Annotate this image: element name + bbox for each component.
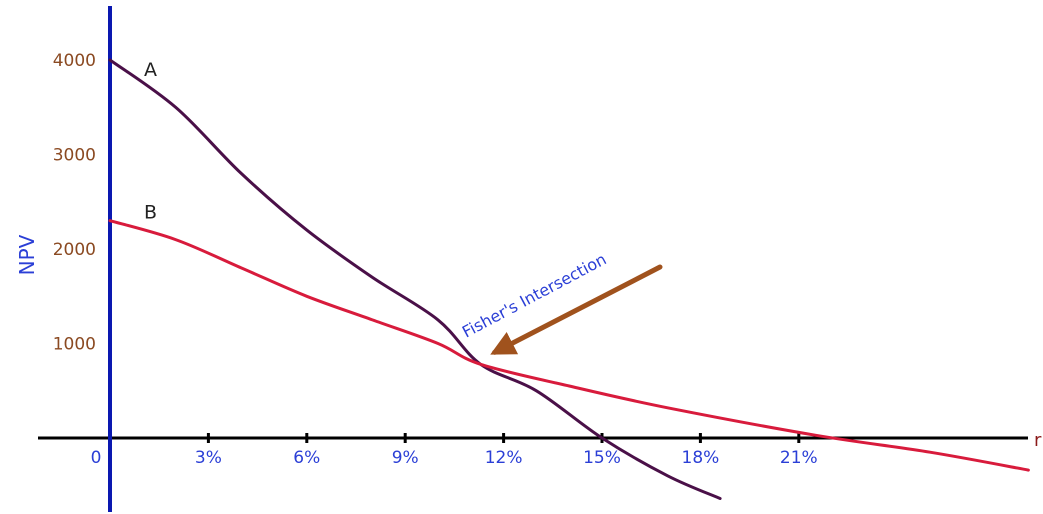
x-ticks: 0 3% 6% 9% 12% 15% 18% 21% [91,433,818,468]
series-a-line [108,58,722,500]
annotation-arrow [490,264,663,355]
annotation-layer: Fisher's Intersection [459,249,663,355]
x-tick-label: 21% [780,448,818,468]
series-b-line [108,219,1030,472]
x-tick-label: 6% [293,448,320,468]
series-a-label: A [144,59,157,81]
y-tick-label: 2000 [53,240,96,260]
x-tick-label: 18% [682,448,720,468]
x-tick-label: 15% [583,448,621,468]
x-tick-label: 0 [91,448,102,468]
series-b-label: B [144,202,157,224]
x-axis-label: r [1034,430,1042,451]
y-axis-label: NPV [15,234,39,275]
x-tick-label: 12% [485,448,523,468]
axes [38,6,1028,512]
annotation-text: Fisher's Intersection [459,249,610,341]
y-tick-label: 4000 [53,51,96,71]
y-ticks: 1000 2000 3000 4000 [53,51,96,355]
y-tick-label: 3000 [53,146,96,166]
x-tick-label: 3% [195,448,222,468]
series-layer: AB [108,58,1030,500]
y-tick-label: 1000 [53,335,96,355]
x-tick-label: 9% [392,448,419,468]
